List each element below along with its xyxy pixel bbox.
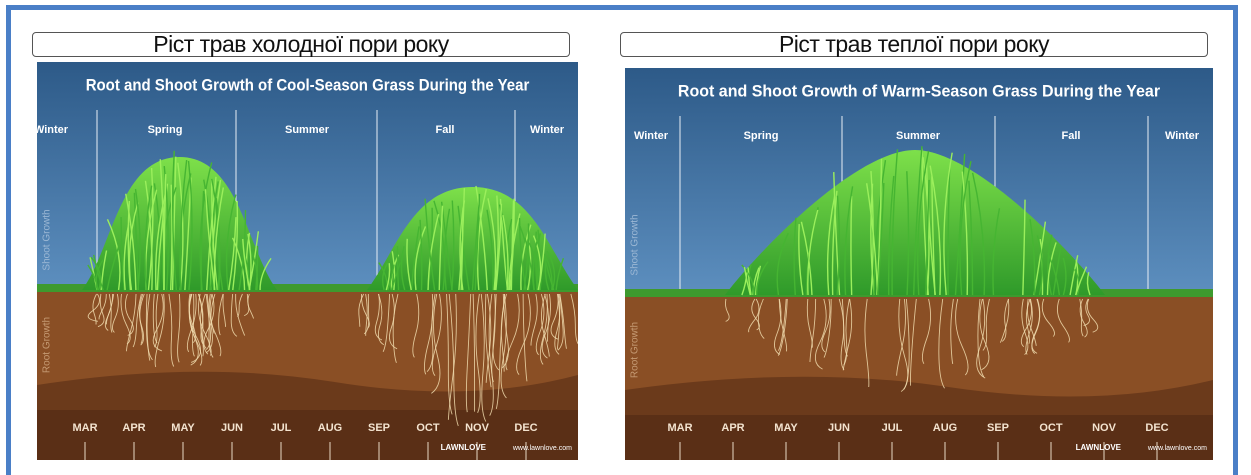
season-label: Winter: [1165, 130, 1200, 142]
month-label: DEC: [514, 422, 537, 434]
month-label: NOV: [1092, 422, 1117, 434]
brand: LAWNLOVE: [441, 443, 487, 452]
season-label: Fall: [436, 124, 455, 136]
season-label: Winter: [37, 124, 69, 136]
month-label: SEP: [368, 422, 390, 434]
season-label: Winter: [634, 130, 669, 142]
month-label: SEP: [987, 422, 1009, 434]
month-label: MAR: [667, 422, 692, 434]
month-label: JUL: [882, 422, 903, 434]
month-label: DEC: [1145, 422, 1168, 434]
warm-season-illustration: Root and Shoot Growth of Warm-Season Gra…: [625, 68, 1213, 460]
panel-heading: Ріст трав теплої пори року: [620, 32, 1208, 57]
month-label: JUL: [271, 422, 292, 434]
axis-label: Shoot Growth: [630, 214, 641, 275]
website: www.lawnlove.com: [1147, 445, 1207, 452]
month-label: OCT: [416, 422, 440, 434]
grass-blade: [851, 196, 852, 295]
illustration-title: Root and Shoot Growth of Warm-Season Gra…: [678, 81, 1161, 100]
month-label: MAR: [72, 422, 97, 434]
month-label: OCT: [1039, 422, 1063, 434]
month-label: MAY: [171, 422, 195, 434]
season-label: Winter: [530, 124, 565, 136]
month-label: AUG: [318, 422, 342, 434]
panel-heading: Ріст трав холодної пори року: [32, 32, 570, 57]
axis-label: Root Growth: [630, 322, 641, 378]
month-label: APR: [122, 422, 145, 434]
month-label: AUG: [933, 422, 957, 434]
season-label: Summer: [285, 124, 330, 136]
season-label: Spring: [744, 130, 779, 142]
season-label: Spring: [148, 124, 183, 136]
cool-season-illustration: Root and Shoot Growth of Cool-Season Gra…: [37, 62, 578, 460]
month-label: MAY: [774, 422, 798, 434]
website: www.lawnlove.com: [512, 445, 572, 452]
axis-label: Root Growth: [42, 317, 53, 373]
brand: LAWNLOVE: [1076, 443, 1122, 452]
season-label: Summer: [896, 130, 941, 142]
slide: Ріст трав холодної пори року Ріст трав т…: [0, 0, 1251, 460]
month-label: JUN: [828, 422, 850, 434]
soil-bottom: [625, 415, 1213, 460]
illustration-title: Root and Shoot Growth of Cool-Season Gra…: [86, 75, 530, 94]
month-label: NOV: [465, 422, 490, 434]
month-label: JUN: [221, 422, 243, 434]
soil-bottom: [37, 410, 578, 460]
season-label: Fall: [1062, 130, 1081, 142]
axis-label: Shoot Growth: [42, 209, 53, 270]
month-label: APR: [721, 422, 744, 434]
